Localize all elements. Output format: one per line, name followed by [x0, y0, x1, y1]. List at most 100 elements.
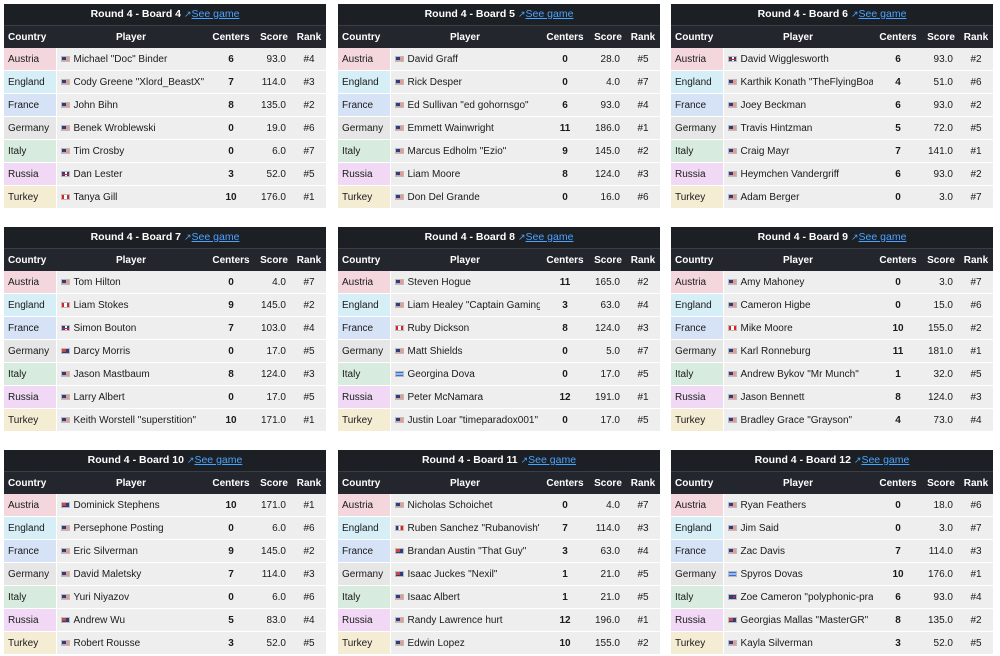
rank-cell: #7 — [959, 185, 993, 209]
player-cell: Robert Rousse — [56, 631, 206, 655]
country-cell: France — [338, 539, 391, 563]
country-cell: Austria — [671, 271, 724, 294]
country-cell: Turkey — [338, 185, 391, 209]
column-header-centers[interactable]: Centers — [540, 471, 590, 494]
column-header-player[interactable]: Player — [56, 471, 206, 494]
player-name: Bradley Grace "Grayson" — [740, 414, 853, 426]
column-header-player[interactable]: Player — [56, 25, 206, 48]
column-header-centers[interactable]: Centers — [206, 471, 256, 494]
column-header-score[interactable]: Score — [256, 471, 292, 494]
column-header-player[interactable]: Player — [390, 471, 540, 494]
board-title: Round 4 - Board 11 — [421, 454, 518, 466]
centers-cell: 0 — [873, 516, 923, 540]
column-header-country[interactable]: Country — [671, 471, 723, 494]
see-game-link[interactable]: See game — [858, 8, 907, 20]
column-header-rank[interactable]: Rank — [292, 25, 326, 48]
rank-cell: #7 — [292, 271, 326, 294]
column-header-score[interactable]: Score — [256, 248, 292, 271]
column-header-score[interactable]: Score — [256, 25, 292, 48]
see-game-link[interactable]: See game — [861, 454, 910, 466]
column-header-score[interactable]: Score — [923, 25, 959, 48]
results-table: Country Player Centers Score Rank Austria Stev… — [338, 248, 660, 432]
column-header-rank[interactable]: Rank — [292, 248, 326, 271]
column-header-rank[interactable]: Rank — [626, 25, 660, 48]
column-header-player[interactable]: Player — [723, 471, 873, 494]
rank-cell: #4 — [959, 408, 993, 432]
rank-cell: #2 — [626, 631, 660, 655]
see-game-link[interactable]: See game — [528, 454, 577, 466]
column-header-country[interactable]: Country — [4, 471, 56, 494]
flag-icon — [60, 416, 70, 423]
column-header-player[interactable]: Player — [723, 25, 873, 48]
country-cell: England — [338, 516, 391, 540]
country-cell: England — [4, 516, 57, 540]
column-header-score[interactable]: Score — [590, 471, 626, 494]
external-link-icon[interactable]: ↗ — [851, 9, 859, 19]
flag-icon — [394, 416, 404, 423]
column-header-player[interactable]: Player — [390, 25, 540, 48]
column-header-centers[interactable]: Centers — [873, 248, 923, 271]
player-cell: Zac Davis — [723, 539, 873, 563]
column-header-rank[interactable]: Rank — [626, 248, 660, 271]
column-header-centers[interactable]: Centers — [540, 248, 590, 271]
column-header-player[interactable]: Player — [56, 248, 206, 271]
column-header-centers[interactable]: Centers — [206, 248, 256, 271]
external-link-icon[interactable]: ↗ — [184, 9, 192, 19]
column-header-country[interactable]: Country — [338, 471, 390, 494]
external-link-icon[interactable]: ↗ — [853, 455, 862, 465]
player-cell: Ryan Feathers — [723, 494, 873, 517]
external-link-icon[interactable]: ↗ — [518, 232, 526, 242]
column-header-centers[interactable]: Centers — [540, 25, 590, 48]
column-header-country[interactable]: Country — [338, 248, 390, 271]
column-header-rank[interactable]: Rank — [959, 471, 993, 494]
rank-cell: #4 — [292, 316, 326, 340]
see-game-link[interactable]: See game — [525, 231, 574, 243]
column-header-score[interactable]: Score — [590, 25, 626, 48]
column-header-country[interactable]: Country — [4, 248, 56, 271]
see-game-link[interactable]: See game — [858, 231, 907, 243]
flag-icon — [60, 101, 70, 108]
column-header-country[interactable]: Country — [4, 25, 56, 48]
rank-cell: #1 — [626, 608, 660, 632]
column-header-country[interactable]: Country — [671, 25, 723, 48]
column-header-rank[interactable]: Rank — [292, 471, 326, 494]
flag-icon — [60, 616, 70, 623]
column-header-player[interactable]: Player — [723, 248, 873, 271]
external-link-icon[interactable]: ↗ — [184, 232, 192, 242]
score-cell: 15.0 — [923, 293, 959, 317]
column-header-centers[interactable]: Centers — [873, 471, 923, 494]
see-game-link[interactable]: See game — [525, 8, 574, 20]
external-link-icon[interactable]: ↗ — [520, 455, 529, 465]
table-row: Italy Zoe Cameron "polyphonic-prairies"69… — [671, 585, 993, 609]
column-header-score[interactable]: Score — [923, 471, 959, 494]
column-header-score[interactable]: Score — [923, 248, 959, 271]
column-header-rank[interactable]: Rank — [959, 25, 993, 48]
board-table: Round 4 - Board 9 ↗See game Country Player C… — [671, 227, 993, 432]
column-header-rank[interactable]: Rank — [626, 471, 660, 494]
see-game-link[interactable]: See game — [194, 454, 243, 466]
see-game-link[interactable]: See game — [191, 8, 240, 20]
external-link-icon[interactable]: ↗ — [518, 9, 526, 19]
flag-icon — [394, 193, 404, 200]
column-header-rank[interactable]: Rank — [959, 248, 993, 271]
external-link-icon[interactable]: ↗ — [186, 455, 195, 465]
centers-cell: 6 — [540, 93, 590, 117]
flag-icon — [727, 324, 737, 331]
rank-cell: #1 — [959, 562, 993, 586]
column-header-country[interactable]: Country — [671, 248, 723, 271]
table-row: Austria Tom Hilton 0 4.0 #7 — [4, 271, 326, 294]
external-link-icon[interactable]: ↗ — [851, 232, 859, 242]
column-header-centers[interactable]: Centers — [206, 25, 256, 48]
column-header-centers[interactable]: Centers — [873, 25, 923, 48]
column-header-score[interactable]: Score — [590, 248, 626, 271]
centers-cell: 11 — [540, 116, 590, 140]
column-header-country[interactable]: Country — [338, 25, 390, 48]
see-game-link[interactable]: See game — [191, 231, 240, 243]
column-header-player[interactable]: Player — [390, 248, 540, 271]
flag-icon — [60, 593, 70, 600]
centers-cell: 6 — [873, 162, 923, 186]
player-name: David Wigglesworth — [740, 53, 829, 65]
flag-icon — [727, 501, 737, 508]
rank-cell: #3 — [292, 70, 326, 94]
score-cell: 124.0 — [590, 316, 626, 340]
